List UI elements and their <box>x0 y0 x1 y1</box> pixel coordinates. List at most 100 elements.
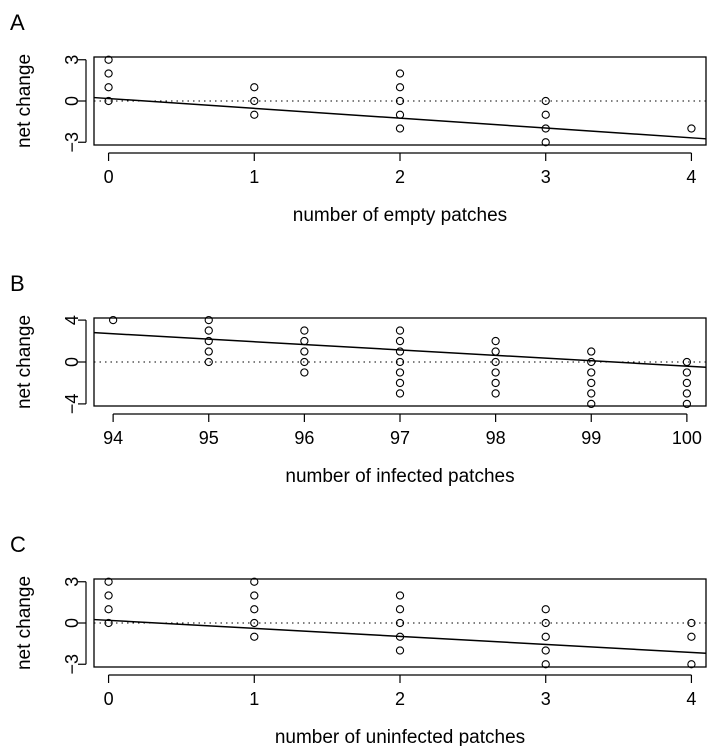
y-tick-label: 0 <box>62 96 82 106</box>
data-point <box>300 357 309 367</box>
panel-A: A 0 1 2 3 4 −3 0 3 number of empty patches net cha… <box>10 10 707 226</box>
data-point <box>541 138 550 147</box>
data-point <box>491 368 500 377</box>
y-tick-label: −3 <box>62 654 82 675</box>
data-point <box>250 591 259 600</box>
data-point <box>541 110 550 119</box>
data-point <box>395 389 405 398</box>
data-point <box>204 315 213 325</box>
data-point <box>587 378 596 388</box>
data-point <box>104 605 113 614</box>
data-point <box>104 69 113 78</box>
data-point <box>104 591 113 600</box>
data-point <box>395 591 405 600</box>
x-tick-label: 0 <box>104 689 114 709</box>
data-point <box>491 357 500 367</box>
data-point <box>541 618 550 628</box>
x-tick-label: 97 <box>390 428 410 448</box>
x-tick-label: 2 <box>395 167 405 187</box>
y-tick-label: 0 <box>62 357 82 367</box>
data-point <box>395 618 405 628</box>
y-tick-label: 3 <box>62 55 82 65</box>
data-point <box>587 347 596 356</box>
x-axis-title: number of empty patches <box>293 205 507 226</box>
data-point <box>395 646 405 655</box>
data-point <box>104 577 113 586</box>
data-point <box>395 110 405 119</box>
data-point <box>682 357 692 367</box>
x-tick-label: 96 <box>294 428 314 448</box>
data-point <box>250 83 259 92</box>
panel-letter: B <box>10 271 25 296</box>
data-point <box>587 399 596 409</box>
x-tick-label: 99 <box>581 428 601 448</box>
data-point <box>395 336 405 346</box>
data-point <box>204 326 213 335</box>
y-axis-title: net change <box>14 576 35 670</box>
y-tick-label: −4 <box>62 394 82 415</box>
data-point <box>682 378 692 388</box>
data-point <box>395 357 405 367</box>
panel-letter: A <box>10 10 25 35</box>
data-point <box>250 577 259 586</box>
x-tick-label: 1 <box>249 689 259 709</box>
data-point <box>395 347 405 356</box>
data-point <box>395 326 405 335</box>
data-point <box>300 368 309 377</box>
data-point <box>104 83 113 92</box>
data-point <box>491 347 500 356</box>
data-point <box>491 336 500 346</box>
data-point <box>491 378 500 388</box>
x-axis-title: number of infected patches <box>285 466 514 487</box>
data-point <box>587 357 596 367</box>
data-point <box>541 605 550 614</box>
data-point <box>682 389 692 398</box>
regression-line <box>93 331 707 368</box>
x-tick-label: 98 <box>486 428 506 448</box>
x-tick-label: 1 <box>249 167 259 187</box>
data-point <box>395 378 405 388</box>
x-axis-title: number of uninfected patches <box>275 727 525 746</box>
data-point <box>687 660 696 669</box>
y-tick-label: 3 <box>62 577 82 587</box>
data-point <box>687 618 696 628</box>
data-point <box>687 124 696 133</box>
data-point <box>491 389 500 398</box>
data-point <box>204 347 213 356</box>
data-point <box>395 69 405 78</box>
data-point <box>250 618 259 628</box>
regression-line <box>93 618 707 654</box>
data-point <box>541 660 550 669</box>
data-point <box>541 632 550 641</box>
data-point <box>300 347 309 356</box>
x-tick-label: 94 <box>103 428 123 448</box>
data-point <box>541 96 550 106</box>
data-point <box>395 632 405 641</box>
data-point <box>541 646 550 655</box>
panel-C: C 0 1 2 3 4 −3 0 3 number of uninfected patches ne… <box>10 532 707 746</box>
panel-letter: C <box>10 532 26 557</box>
x-tick-label: 3 <box>541 689 551 709</box>
data-point <box>587 389 596 398</box>
data-point <box>395 83 405 92</box>
data-point <box>395 605 405 614</box>
x-tick-label: 2 <box>395 689 405 709</box>
data-point <box>682 368 692 377</box>
data-point <box>395 124 405 133</box>
y-tick-label: −3 <box>62 132 82 153</box>
data-point <box>300 326 309 335</box>
data-point <box>108 315 118 325</box>
data-point <box>300 336 309 346</box>
x-tick-label: 4 <box>686 167 696 187</box>
data-point <box>682 399 692 409</box>
data-point <box>250 605 259 614</box>
data-point <box>104 55 113 64</box>
data-point <box>204 357 213 367</box>
y-tick-label: 4 <box>62 315 82 325</box>
data-point <box>395 368 405 377</box>
data-point <box>687 632 696 641</box>
x-tick-label: 3 <box>541 167 551 187</box>
data-point <box>104 96 113 106</box>
y-tick-label: 0 <box>62 618 82 628</box>
